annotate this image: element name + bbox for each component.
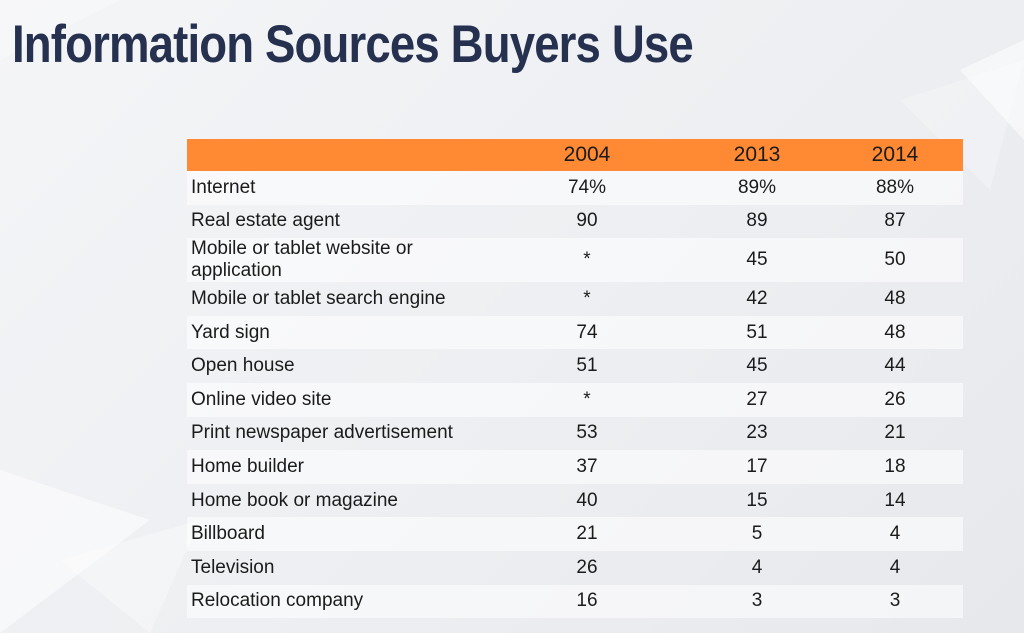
cell-2004: 16 [487,584,687,619]
cell-2014: 48 [884,287,906,309]
cell-source: Internet [187,171,487,205]
cell-2014: 18 [827,450,963,484]
table-row: Real estate agent 90 89 87 [187,205,963,239]
cell-source: Yard sign [187,315,487,350]
cell-source: Real estate agent [191,210,340,232]
cell-2004: * [487,382,687,417]
cell-2013: 5 [687,517,827,551]
cell-2014: 4 [889,556,901,578]
page-title: Information Sources Buyers Use [12,15,694,74]
cell-2013: 4 [751,556,763,578]
table-header-row: 2004 2013 2014 [187,139,963,171]
cell-2014: 50 [827,238,963,283]
cell-2004: 21 [487,517,687,551]
table-row: Billboard 21 5 4 [187,517,963,551]
cell-2004: 26 [576,556,598,578]
cell-source: Open house [191,355,295,377]
cell-2014: 21 [884,422,906,444]
header-2014: 2014 [827,139,963,171]
cell-2013: 89% [687,171,827,205]
table-row: Home book or magazine 40 15 14 [187,484,963,518]
table-row: Relocation company 16 3 3 [187,584,963,619]
header-2013: 2013 [687,139,827,171]
cell-2013: 27 [687,382,827,417]
cell-2004: * [583,287,591,309]
table-row: Yard sign 74 51 48 [187,315,963,350]
data-table: 2004 2013 2014 Internet 74% 89% 88% Real est… [187,139,963,619]
cell-2014: 26 [827,382,963,417]
table-row: Internet 74% 89% 88% [187,171,963,205]
cell-2004: 40 [576,489,598,511]
cell-2004: 90 [576,210,598,232]
cell-2004: 74% [487,171,687,205]
header-source [187,139,487,171]
cell-2014: 4 [827,517,963,551]
table-row: Open house 51 45 44 [187,349,963,383]
cell-2013: 3 [687,584,827,619]
cell-2004: 53 [576,422,598,444]
cell-source: Television [191,556,275,578]
cell-2013: 17 [687,450,827,484]
cell-source: Online video site [187,382,487,417]
cell-2013: 15 [746,489,768,511]
cell-2014: 44 [884,355,906,377]
table-row: Television 26 4 4 [187,551,963,585]
cell-source: Billboard [187,517,487,551]
table-row: Print newspaper advertisement 53 23 21 [187,417,963,451]
cell-2004: 74 [487,315,687,350]
cell-2004: 37 [487,450,687,484]
cell-2014: 3 [827,584,963,619]
table-body: Internet 74% 89% 88% Real estate agent 90 89 87… [187,171,963,619]
cell-source: Mobile or tablet search engine [191,287,446,309]
table-row: Online video site * 27 26 [187,382,963,417]
cell-source: Home builder [187,450,487,484]
cell-source: Relocation company [187,584,487,619]
cell-2014: 88% [827,171,963,205]
cell-2013: 45 [687,238,827,283]
cell-2013: 23 [746,422,768,444]
cell-2014: 14 [884,489,906,511]
cell-source: Print newspaper advertisement [191,422,453,444]
cell-2014: 87 [884,210,906,232]
cell-2013: 42 [746,287,768,309]
cell-2013: 89 [746,210,768,232]
table-row: Mobile or tablet search engine * 42 48 [187,282,963,316]
cell-source: Mobile or tablet website or application [187,238,487,283]
table-row: Home builder 37 17 18 [187,450,963,484]
cell-2004: * [487,238,687,283]
cell-2013: 51 [687,315,827,350]
table-row: Mobile or tablet website or application *… [187,238,963,283]
cell-source: Home book or magazine [191,489,398,511]
header-2004: 2004 [487,139,687,171]
cell-2013: 45 [746,355,768,377]
cell-2014: 48 [827,315,963,350]
cell-2004: 51 [576,355,598,377]
